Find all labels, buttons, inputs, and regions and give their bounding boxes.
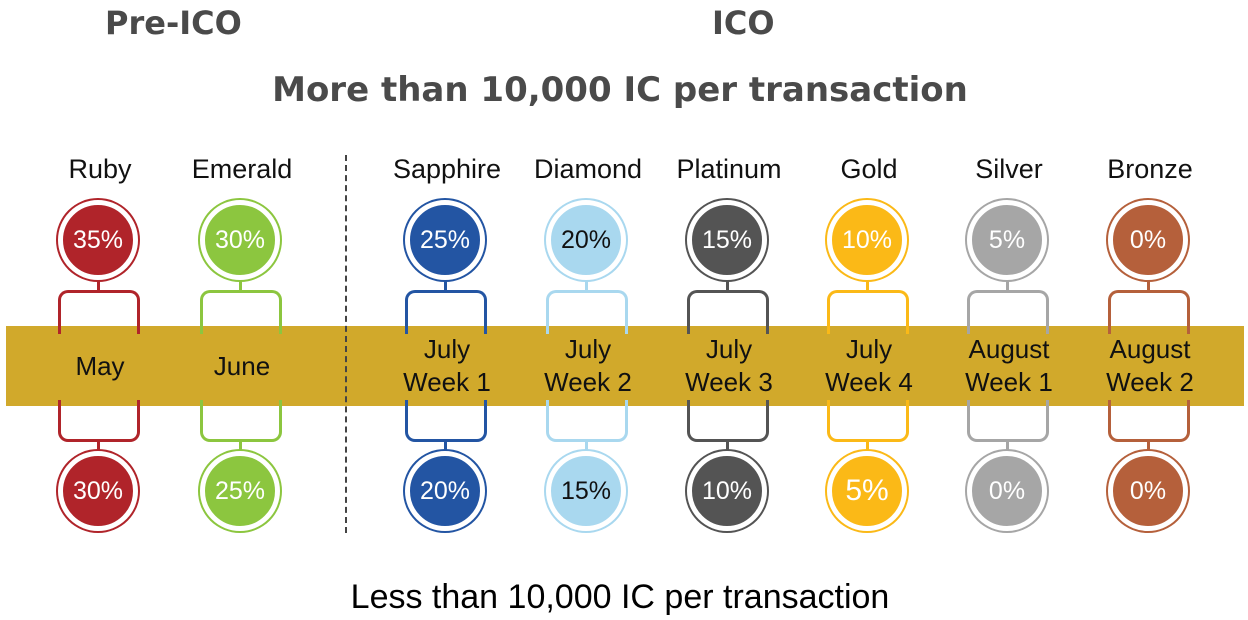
connector [1147,280,1150,292]
tier-column-emerald: Emerald 30% June 25% [172,0,312,620]
bracket [827,290,909,334]
connector [444,280,447,292]
tier-column-bronze: Bronze 0% August Week 2 0% [1080,0,1220,620]
tier-name: Emerald [191,154,293,184]
connector [444,441,447,453]
bracket [405,400,487,442]
connector [866,280,869,292]
period-line: Week 3 [685,367,773,397]
tier-name: Bronze [1107,154,1193,184]
connector [1006,280,1009,292]
tier-name: Sapphire [392,154,502,184]
tier-name: Silver [975,154,1043,184]
tier-period: August Week 2 [1080,332,1220,400]
pre-ico-heading: Pre-ICO [105,4,242,42]
tier-column-gold: Gold 10% July Week 4 5% [799,0,939,620]
tier-period: July Week 2 [518,332,658,400]
tier-bottom-bonus: 30% [58,451,138,531]
bracket [546,400,628,442]
connector [97,280,100,292]
tier-bottom-bonus: 0% [967,451,1047,531]
tier-bottom-bonus: 25% [200,451,280,531]
tier-period: May [30,332,170,400]
bracket [967,290,1049,334]
bracket [967,400,1049,442]
tier-period: July Week 3 [659,332,799,400]
connector [726,441,729,453]
tier-top-bonus: 35% [58,200,138,280]
connector [585,280,588,292]
pre-ico-divider [345,155,347,533]
connector [97,441,100,453]
tier-period: July Week 4 [799,332,939,400]
tier-period: June [172,332,312,400]
period-line: Week 2 [1106,367,1194,397]
connector [585,441,588,453]
bracket [546,290,628,334]
tier-top-bonus: 25% [405,200,485,280]
tier-column-diamond: Diamond 20% July Week 2 15% [518,0,658,620]
period-line: Week 4 [825,367,913,397]
period-line: May [75,350,125,381]
tier-bottom-bonus: 5% [827,451,907,531]
tier-name: Gold [840,154,898,184]
tier-top-bonus: 10% [827,200,907,280]
tier-name: Diamond [533,154,643,184]
period-band [6,326,1244,406]
bracket [58,290,140,334]
connector [239,280,242,292]
ico-heading: ICO [712,4,775,42]
period-line: July [705,334,753,364]
connector [866,441,869,453]
bracket [687,290,769,334]
tier-top-bonus: 15% [687,200,767,280]
bracket [827,400,909,442]
period-line: August [1109,334,1191,364]
bottom-caption: Less than 10,000 IC per transaction [350,578,890,616]
connector [726,280,729,292]
bracket [405,290,487,334]
bracket [687,400,769,442]
tier-bottom-bonus: 20% [405,451,485,531]
period-line: July [564,334,612,364]
tier-top-bonus: 30% [200,200,280,280]
period-line: August [968,334,1050,364]
bracket [1108,400,1190,442]
bracket [58,400,140,442]
tier-column-ruby: Ruby 35% May 30% [30,0,170,620]
period-line: Week 1 [965,367,1053,397]
tier-top-bonus: 0% [1108,200,1188,280]
bracket [1108,290,1190,334]
tier-period: August Week 1 [939,332,1079,400]
tier-bottom-bonus: 15% [546,451,626,531]
period-line: July [423,334,471,364]
period-line: Week 2 [544,367,632,397]
bracket [200,290,282,334]
bracket [200,400,282,442]
tier-name: Ruby [68,154,132,184]
connector [1006,441,1009,453]
tier-bottom-bonus: 0% [1108,451,1188,531]
period-line: Week 1 [403,367,491,397]
connector [239,441,242,453]
top-caption: More than 10,000 IC per transaction [272,70,968,110]
connector [1147,441,1150,453]
tier-top-bonus: 20% [546,200,626,280]
tier-column-platinum: Platinum 15% July Week 3 10% [659,0,799,620]
period-line: June [213,350,271,381]
tier-bottom-bonus: 10% [687,451,767,531]
tier-name: Platinum [676,154,782,184]
tier-column-sapphire: Sapphire 25% July Week 1 20% [377,0,517,620]
tier-column-silver: Silver 5% August Week 1 0% [939,0,1079,620]
tier-period: July Week 1 [377,332,517,400]
period-line: July [845,334,893,364]
tier-top-bonus: 5% [967,200,1047,280]
